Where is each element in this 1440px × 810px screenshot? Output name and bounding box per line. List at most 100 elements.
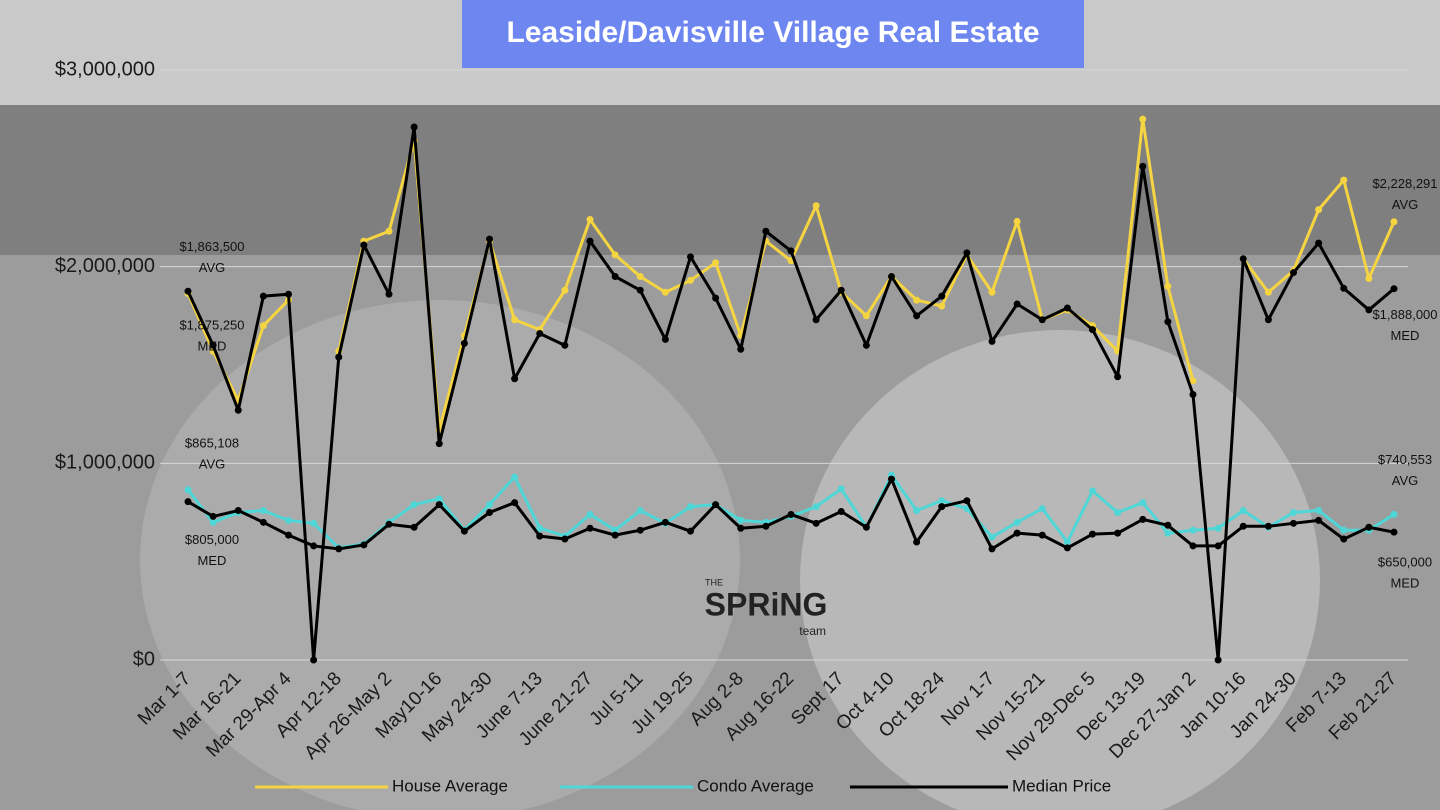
data-point xyxy=(762,522,770,530)
data-point xyxy=(988,288,996,296)
data-point xyxy=(435,440,443,448)
data-point xyxy=(611,526,619,534)
data-point xyxy=(486,235,493,243)
data-point xyxy=(888,273,895,280)
data-point xyxy=(486,509,493,516)
value-label: $1,875,250 xyxy=(179,318,244,333)
data-point xyxy=(913,296,921,304)
data-point xyxy=(1340,284,1348,292)
data-point xyxy=(285,290,292,298)
data-point xyxy=(1340,526,1348,534)
data-point xyxy=(837,485,845,493)
data-point xyxy=(1390,510,1398,518)
data-point xyxy=(460,339,468,347)
value-tag: MED xyxy=(198,339,227,354)
data-point xyxy=(1290,269,1297,277)
data-point xyxy=(661,288,669,296)
data-point xyxy=(1089,487,1096,495)
data-point xyxy=(712,259,720,267)
data-point xyxy=(460,527,468,535)
data-point xyxy=(762,227,770,235)
data-point xyxy=(1264,522,1272,530)
legend-label: Median Price xyxy=(1012,776,1111,795)
data-point xyxy=(812,519,820,527)
data-point xyxy=(963,249,971,257)
data-point xyxy=(988,337,996,345)
data-point xyxy=(1063,544,1071,552)
person-right xyxy=(800,330,1320,810)
data-point xyxy=(209,512,217,520)
chart-title: Leaside/Davisville Village Real Estate xyxy=(506,16,1039,49)
data-point xyxy=(1063,304,1071,312)
data-point xyxy=(310,542,318,550)
data-point xyxy=(486,501,493,509)
data-point xyxy=(737,524,745,532)
data-point xyxy=(586,524,594,532)
data-point xyxy=(1189,526,1197,534)
data-point xyxy=(410,123,418,131)
data-point xyxy=(661,518,669,526)
data-point xyxy=(737,516,745,524)
data-point xyxy=(1038,531,1046,539)
data-point xyxy=(1038,505,1046,513)
logo: SPRiNG xyxy=(705,586,828,622)
data-point xyxy=(360,241,368,249)
data-point xyxy=(1164,282,1172,290)
data-point xyxy=(1139,162,1147,170)
data-point xyxy=(636,286,644,294)
data-point xyxy=(1189,377,1197,385)
value-tag: MED xyxy=(198,553,227,568)
data-point xyxy=(1290,519,1297,527)
data-point xyxy=(1013,300,1021,308)
data-point xyxy=(1214,542,1222,550)
data-point xyxy=(1189,391,1197,398)
data-point xyxy=(335,545,343,553)
value-tag: MED xyxy=(1391,576,1420,591)
data-point xyxy=(1365,523,1373,531)
data-point xyxy=(1063,538,1071,546)
data-point xyxy=(184,287,192,295)
data-point xyxy=(1315,507,1323,515)
data-point xyxy=(586,237,594,245)
data-point xyxy=(687,503,694,511)
y-tick-label: $0 xyxy=(133,648,155,670)
title-box xyxy=(462,0,1084,68)
data-point xyxy=(1114,373,1122,381)
data-point xyxy=(335,353,343,361)
value-tag: AVG xyxy=(1392,197,1419,212)
data-point xyxy=(1390,218,1398,226)
data-point xyxy=(787,510,795,518)
data-point xyxy=(1340,535,1348,543)
logo-bottom: team xyxy=(799,624,826,638)
data-point xyxy=(511,473,519,481)
value-tag: AVG xyxy=(199,456,226,471)
data-point xyxy=(1013,518,1021,526)
value-label: $865,108 xyxy=(185,435,239,450)
value-label: $740,553 xyxy=(1378,452,1432,467)
data-point xyxy=(1013,529,1021,537)
data-point xyxy=(435,501,443,509)
data-point xyxy=(913,507,921,515)
data-point xyxy=(1013,217,1021,225)
data-point xyxy=(1164,529,1172,537)
data-point xyxy=(1089,530,1096,538)
data-point xyxy=(1214,656,1222,664)
data-point xyxy=(812,503,820,511)
logo-top: THE xyxy=(705,577,723,587)
data-point xyxy=(1239,522,1247,530)
data-point xyxy=(1239,255,1247,263)
data-point xyxy=(938,302,946,310)
data-point xyxy=(259,507,267,515)
legend-label: Condo Average xyxy=(697,776,814,795)
data-point xyxy=(1139,515,1147,523)
data-point xyxy=(862,341,870,349)
data-point xyxy=(812,202,820,210)
data-point xyxy=(636,273,644,280)
data-point xyxy=(385,520,393,528)
data-point xyxy=(938,292,946,300)
data-point xyxy=(234,507,242,515)
data-point xyxy=(1315,239,1323,247)
data-point xyxy=(938,503,946,511)
